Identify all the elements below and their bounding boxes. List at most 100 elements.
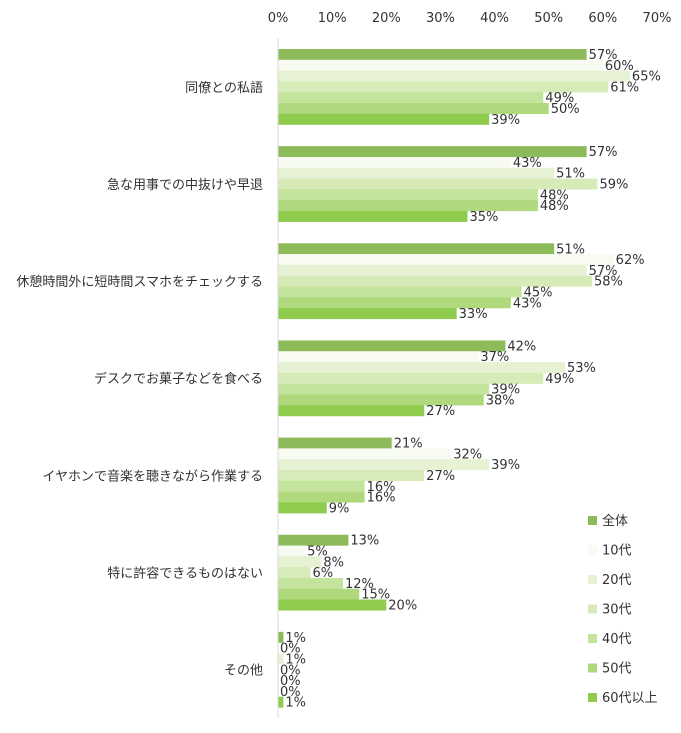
bar-value-label: 57%: [589, 48, 618, 63]
bar: [278, 545, 306, 557]
bar-value-label: 20%: [388, 599, 417, 614]
bar-value-label: 48%: [540, 199, 569, 214]
bar: [278, 103, 549, 114]
bar: [278, 92, 544, 104]
bar: [278, 49, 587, 60]
bar-value-label: 1%: [285, 696, 306, 711]
bar-value-label: 42%: [507, 339, 536, 354]
bar: [278, 156, 511, 168]
legend-label: 全体: [602, 513, 628, 529]
bar-value-label: 43%: [513, 156, 542, 171]
bar-value-label: 8%: [323, 555, 344, 570]
bar: [278, 362, 565, 374]
bar: [278, 286, 522, 298]
bar: [278, 200, 538, 212]
bar-value-label: 48%: [540, 188, 569, 203]
bar-value-label: 27%: [426, 404, 455, 419]
bar: [278, 502, 327, 514]
bar-value-label: 6%: [312, 566, 333, 581]
bar: [278, 567, 311, 579]
legend-label: 20代: [602, 573, 632, 588]
x-tick-label: 20%: [372, 11, 401, 26]
bar: [278, 81, 609, 93]
category-label: 同僚との私語: [185, 80, 263, 96]
bar-value-label: 61%: [610, 80, 639, 95]
legend-swatch: [588, 693, 597, 702]
bar: [278, 146, 587, 158]
bar: [278, 405, 425, 417]
bar-value-label: 9%: [329, 501, 350, 516]
x-tick-label: 60%: [588, 11, 617, 26]
bar: [278, 599, 387, 611]
bar: [278, 577, 343, 589]
legend-swatch: [588, 604, 597, 614]
legend-swatch: [588, 634, 597, 643]
bar: [278, 588, 360, 600]
bar: [278, 448, 452, 460]
bar-value-label: 39%: [491, 113, 520, 128]
bar: [278, 178, 598, 190]
bar-value-label: 58%: [594, 275, 623, 290]
bar: [278, 297, 511, 309]
category-label: その他: [224, 664, 263, 679]
bar-value-label: 0%: [280, 642, 301, 657]
bar: [278, 459, 490, 471]
category-labels: 同僚との私語急な用事での中抜けや早退休憩時間外に短時間スマホをチェックするデスク…: [16, 80, 263, 679]
bar-value-label: 65%: [632, 70, 661, 85]
bar-value-label: 50%: [551, 102, 580, 117]
legend-label: 40代: [602, 632, 632, 647]
x-tick-label: 10%: [318, 11, 347, 26]
legend-swatch: [588, 516, 597, 525]
bar: [278, 254, 614, 266]
bar: [278, 167, 555, 179]
bar-value-label: 49%: [545, 372, 574, 387]
bar-value-label: 38%: [486, 393, 515, 408]
bar: [278, 189, 538, 201]
category-label: 特に許容できるものはない: [107, 566, 263, 582]
legend-label: 60代以上: [602, 691, 658, 706]
bar: [278, 351, 479, 363]
bar-value-label: 37%: [480, 350, 509, 365]
bar-value-label: 1%: [285, 652, 306, 667]
bar: [278, 210, 468, 222]
bar: [278, 308, 457, 320]
x-tick-label: 40%: [480, 11, 509, 26]
bar: [278, 491, 365, 503]
legend-swatch: [588, 575, 597, 584]
bar: [278, 469, 425, 481]
bar-value-label: 33%: [459, 307, 488, 322]
x-tick-label: 0%: [268, 11, 289, 26]
bar-value-label: 51%: [556, 242, 585, 257]
bar: [278, 70, 630, 82]
bar-value-label: 60%: [605, 59, 634, 74]
legend-label: 50代: [602, 662, 632, 677]
x-tick-label: 30%: [426, 11, 455, 26]
bar-value-label: 16%: [367, 480, 396, 495]
bar: [278, 534, 349, 546]
bar: [278, 340, 506, 352]
bar-value-label: 27%: [426, 469, 455, 484]
bar-value-label: 62%: [616, 253, 645, 268]
value-labels: 57%60%65%61%49%50%39%57%43%51%59%48%48%3…: [280, 48, 661, 711]
legend-swatch: [588, 545, 597, 555]
bar: [278, 480, 365, 492]
bar: [278, 383, 490, 395]
bar-value-label: 32%: [453, 447, 482, 462]
bar: [278, 437, 392, 449]
bar-value-label: 39%: [491, 383, 520, 398]
bar-value-label: 57%: [589, 264, 618, 279]
bar-value-label: 1%: [285, 631, 306, 646]
bar-value-label: 51%: [556, 167, 585, 182]
bar-value-label: 57%: [589, 145, 618, 160]
bar: [278, 631, 284, 643]
bar: [278, 653, 284, 665]
category-label: イヤホンで音楽を聴きながら作業する: [42, 468, 263, 484]
bar-value-label: 0%: [280, 663, 301, 678]
bar: [278, 243, 555, 255]
bars: [278, 49, 630, 708]
bar-value-label: 0%: [280, 685, 301, 700]
bar: [278, 696, 284, 708]
bar-value-label: 59%: [599, 178, 628, 193]
legend-swatch: [588, 663, 597, 673]
bar: [278, 264, 587, 276]
